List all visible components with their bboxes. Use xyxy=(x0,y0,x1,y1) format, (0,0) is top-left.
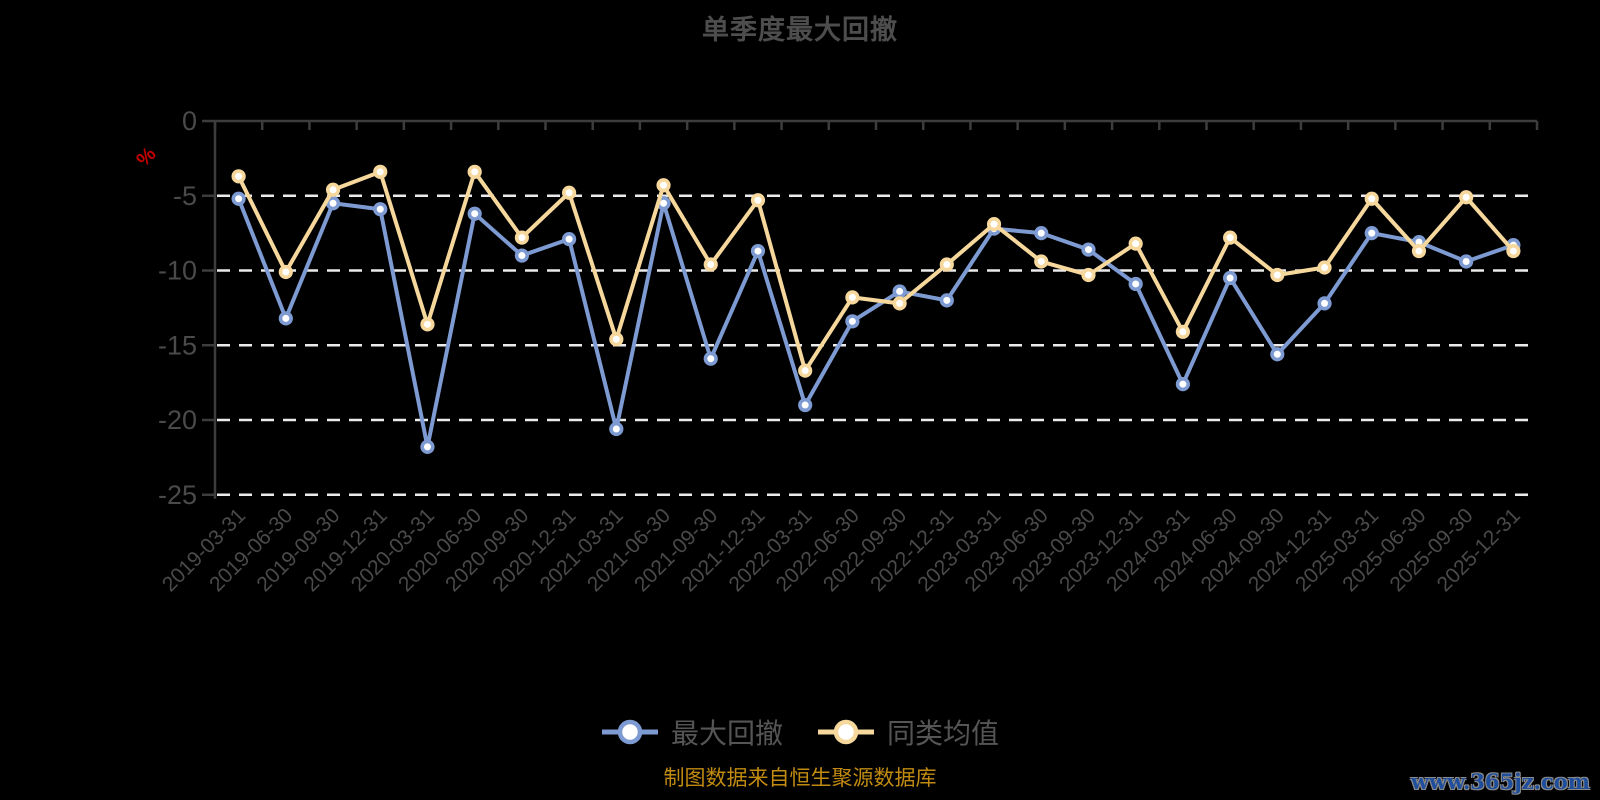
y-axis-label: -20 xyxy=(158,405,197,435)
data-point-1[interactable] xyxy=(467,164,482,179)
data-point-0[interactable] xyxy=(562,232,577,247)
data-point-1[interactable] xyxy=(986,217,1002,232)
data-point-0[interactable] xyxy=(231,191,246,206)
data-point-0[interactable] xyxy=(1175,377,1190,392)
data-point-0[interactable] xyxy=(325,196,341,211)
chart-title: 单季度最大回撤 xyxy=(702,15,898,45)
y-axis-label: -5 xyxy=(173,181,197,211)
data-point-1[interactable] xyxy=(609,332,624,347)
data-point-1[interactable] xyxy=(939,257,954,272)
data-point-1[interactable] xyxy=(562,185,577,200)
data-point-1[interactable] xyxy=(1034,254,1049,269)
data-point-0[interactable] xyxy=(373,202,388,217)
data-point-1[interactable] xyxy=(1175,324,1190,339)
data-point-1[interactable] xyxy=(1081,267,1096,283)
data-point-1[interactable] xyxy=(750,193,766,208)
data-point-0[interactable] xyxy=(1034,226,1049,241)
data-point-0[interactable] xyxy=(1223,270,1238,286)
data-point-1[interactable] xyxy=(845,290,860,305)
data-point-0[interactable] xyxy=(1270,347,1285,362)
data-point-1[interactable] xyxy=(1411,243,1427,259)
legend-item-max-drawdown[interactable]: 最大回撤 xyxy=(601,712,783,752)
data-point-1[interactable] xyxy=(656,178,671,193)
legend-label: 同类均值 xyxy=(887,718,1000,749)
legend-label: 最大回撤 xyxy=(670,718,783,749)
data-point-1[interactable] xyxy=(373,164,388,179)
data-point-0[interactable] xyxy=(939,293,954,308)
data-point-1[interactable] xyxy=(278,264,293,280)
data-point-0[interactable] xyxy=(278,311,293,326)
series-line-1 xyxy=(236,169,1516,373)
data-point-0[interactable] xyxy=(1364,226,1379,241)
data-point-0[interactable] xyxy=(1317,296,1332,311)
data-point-0[interactable] xyxy=(798,397,813,413)
y-axis-label: -25 xyxy=(158,480,197,510)
data-point-1[interactable] xyxy=(231,169,246,184)
y-axis-label: 0 xyxy=(182,106,197,136)
legend-item-category-average[interactable]: 同类均值 xyxy=(817,712,999,752)
y-axis-label: -15 xyxy=(158,330,197,360)
data-point-0[interactable] xyxy=(1128,276,1143,292)
data-point-1[interactable] xyxy=(703,257,718,272)
data-point-1[interactable] xyxy=(1223,230,1238,245)
data-point-1[interactable] xyxy=(325,182,341,197)
data-point-0[interactable] xyxy=(703,351,718,366)
watermark: www.365jz.com xyxy=(1410,769,1590,794)
data-point-1[interactable] xyxy=(1317,260,1332,275)
data-point-0[interactable] xyxy=(845,314,860,329)
data-point-0[interactable] xyxy=(1459,254,1474,269)
data-point-0[interactable] xyxy=(467,206,482,221)
data-point-0[interactable] xyxy=(750,243,766,259)
data-point-1[interactable] xyxy=(892,296,907,311)
data-point-1[interactable] xyxy=(420,317,435,332)
data-point-0[interactable] xyxy=(1081,242,1096,257)
data-point-1[interactable] xyxy=(1270,267,1285,283)
y-axis-label: -10 xyxy=(158,256,197,286)
data-point-0[interactable] xyxy=(609,421,624,437)
line-marker-icon xyxy=(818,719,874,745)
data-point-1[interactable] xyxy=(514,230,529,245)
data-point-0[interactable] xyxy=(514,248,529,263)
data-point-1[interactable] xyxy=(1364,191,1379,206)
data-point-0[interactable] xyxy=(420,439,435,455)
data-point-1[interactable] xyxy=(1128,236,1143,251)
data-point-1[interactable] xyxy=(1459,190,1474,205)
data-source-caption: 制图数据来自恒生聚源数据库 xyxy=(663,767,937,790)
line-marker-icon xyxy=(601,719,658,745)
data-point-1[interactable] xyxy=(798,363,813,378)
data-point-1[interactable] xyxy=(1506,243,1521,259)
chart-legend: 最大回撤 同类均值 xyxy=(0,712,1600,752)
data-point-0[interactable] xyxy=(892,284,907,299)
series-line-0 xyxy=(236,196,1516,449)
